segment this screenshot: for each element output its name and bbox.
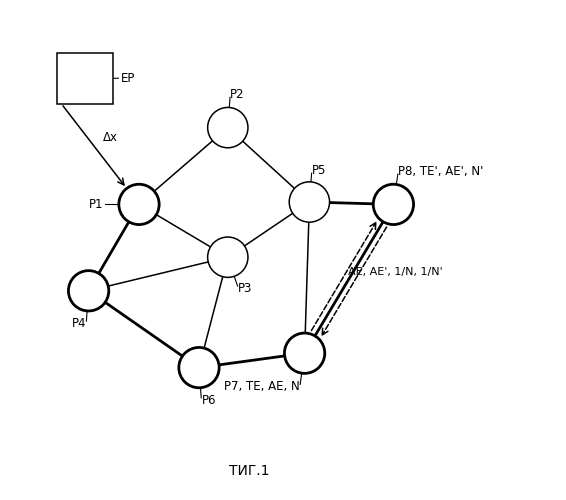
Circle shape bbox=[179, 348, 219, 388]
Text: AE, AE', 1/N, 1/N': AE, AE', 1/N, 1/N' bbox=[348, 266, 443, 276]
Circle shape bbox=[68, 270, 109, 311]
Circle shape bbox=[208, 108, 248, 148]
Text: P7, TE, AE, N: P7, TE, AE, N bbox=[224, 380, 300, 394]
Circle shape bbox=[373, 184, 414, 224]
Text: P4: P4 bbox=[72, 317, 86, 330]
Text: ΤИГ.1: ΤИГ.1 bbox=[229, 464, 269, 478]
Circle shape bbox=[208, 237, 248, 278]
Text: P2: P2 bbox=[230, 88, 245, 102]
Text: EP: EP bbox=[121, 72, 135, 85]
Text: P3: P3 bbox=[238, 282, 253, 295]
Text: P6: P6 bbox=[201, 394, 216, 406]
Text: P5: P5 bbox=[312, 164, 326, 177]
Text: P1: P1 bbox=[88, 198, 103, 211]
Circle shape bbox=[289, 182, 329, 222]
Bar bbox=[57, 53, 113, 104]
Circle shape bbox=[119, 184, 159, 224]
Circle shape bbox=[285, 333, 325, 374]
Text: P8, TE', AE', N': P8, TE', AE', N' bbox=[398, 166, 483, 178]
Text: Δx: Δx bbox=[103, 130, 118, 143]
